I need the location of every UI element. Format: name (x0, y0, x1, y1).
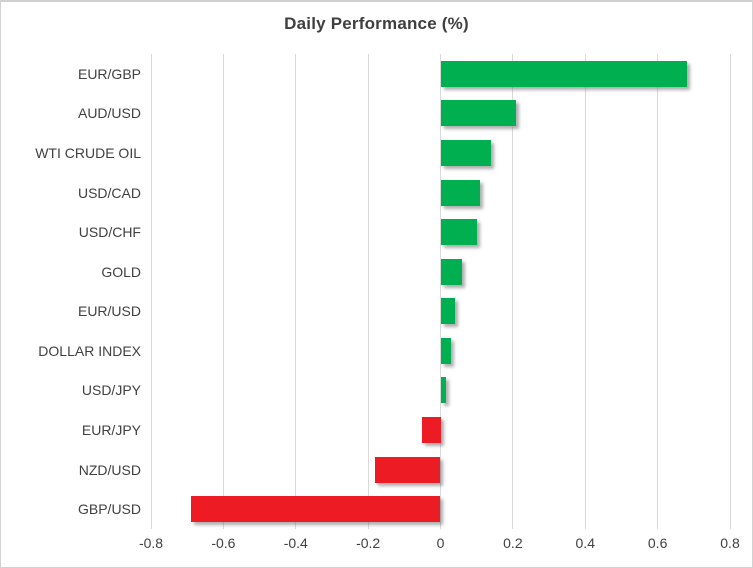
x-tick-label: 0 (436, 535, 445, 551)
category-label: USD/CHF (78, 224, 141, 241)
category-label: EUR/GBP (77, 65, 141, 82)
bar-eur-usd (440, 298, 455, 325)
gridline (295, 54, 297, 529)
category-label: GOLD (101, 263, 141, 280)
x-tick-label: -0.4 (283, 535, 308, 551)
bar-aud-usd (440, 100, 517, 127)
x-axis: -0.8 -0.6 -0.4 -0.2 0 0.2 0.4 0.6 0.8 (139, 535, 740, 561)
bar-usd-jpy (440, 377, 446, 404)
category-label: GBP/USD (77, 501, 141, 518)
x-tick-label: 0.8 (720, 535, 740, 551)
gridline (584, 54, 586, 529)
x-tick-label: 0.4 (575, 535, 595, 551)
category-label: USD/JPY (81, 382, 141, 399)
gridline (729, 54, 731, 529)
gridline (150, 54, 152, 529)
x-tick-label: -0.6 (211, 535, 236, 551)
bar-dollar-index (440, 337, 452, 364)
bar-usd-chf (440, 219, 477, 246)
bar-wti-crude-oil (440, 139, 492, 166)
plot-area (150, 54, 731, 529)
category-labels: EUR/GBP AUD/USD WTI CRUDE OIL USD/CAD USD/CH… (1, 54, 141, 529)
x-tick-label: -0.8 (138, 535, 164, 551)
category-label: DOLLAR INDEX (38, 342, 141, 359)
gridline (222, 54, 224, 529)
gridline (512, 54, 514, 529)
bar-eur-jpy (422, 417, 441, 444)
category-label: EUR/USD (77, 303, 141, 320)
category-label: NZD/USD (78, 461, 141, 478)
bar-gbp-usd (190, 496, 441, 523)
bar-eur-gbp (440, 60, 687, 87)
gridline (657, 54, 659, 529)
bar-usd-cad (440, 179, 481, 206)
gridline (440, 54, 441, 529)
category-label: AUD/USD (77, 105, 141, 122)
category-label: EUR/JPY (81, 421, 141, 438)
bar-gold (440, 258, 463, 285)
bar-nzd-usd (375, 456, 441, 483)
category-label: USD/CAD (77, 184, 141, 201)
x-tick-label: -0.2 (356, 535, 381, 551)
category-label: WTI CRUDE OIL (35, 144, 141, 161)
x-tick-label: 0.6 (647, 535, 668, 551)
x-tick-label: 0.2 (503, 535, 523, 551)
gridline (367, 54, 369, 529)
chart-title: Daily Performance (%) (284, 14, 469, 33)
